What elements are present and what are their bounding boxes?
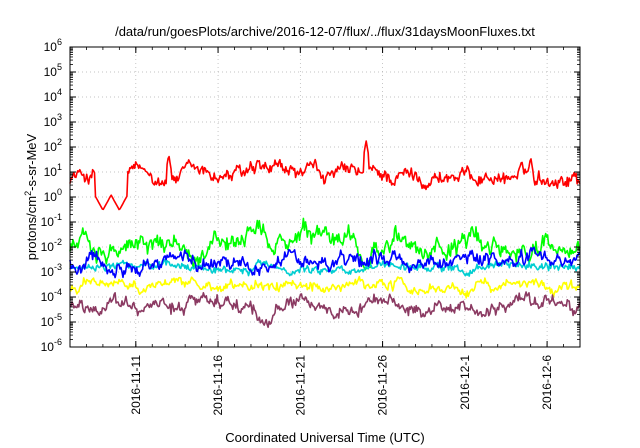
y-tick-label: 102	[44, 137, 62, 154]
y-tick-label: 10-5	[41, 312, 62, 329]
y-tick-label: 10-1	[41, 212, 62, 229]
y-tick-label: 10-4	[41, 287, 62, 304]
y-tick-label: 10-6	[41, 337, 62, 354]
x-tick-label: 2016-11-26	[376, 355, 390, 416]
series-line	[69, 291, 581, 329]
y-axis-label: protons/cm2-s-sr-MeV	[23, 133, 39, 260]
series-line	[69, 217, 581, 271]
x-axis-ticks: 2016-11-11 2016-11-16 2016-11-21 2016-11-26…	[86, 47, 564, 416]
x-tick-label: 2016-11-11	[129, 355, 143, 415]
x-tick-label: 2016-11-16	[211, 355, 225, 416]
series-line	[69, 258, 581, 277]
x-axis-label: Coordinated Universal Time (UTC)	[225, 430, 424, 445]
y-tick-label: 105	[44, 62, 62, 79]
grid-lines	[70, 47, 580, 347]
y-tick-label: 100	[44, 187, 62, 204]
series-lines	[69, 140, 581, 329]
series-line	[69, 246, 581, 279]
y-tick-label: 103	[44, 112, 62, 129]
series-line	[69, 275, 581, 299]
y-tick-label: 104	[44, 87, 62, 104]
y-tick-label: 10-2	[41, 237, 62, 254]
x-tick-label: 2016-12-6	[540, 355, 554, 410]
y-tick-label: 101	[44, 162, 62, 179]
series-line	[69, 140, 581, 211]
x-tick-label: 2016-11-21	[293, 355, 307, 416]
y-tick-label: 106	[44, 37, 62, 54]
x-tick-label: 2016-12-1	[458, 355, 472, 410]
y-tick-label: 10-3	[41, 262, 62, 279]
y-axis-ticks: 10-6 10-5 10-4 10-3 10-2 10-1 100 101 102 103 104 1…	[41, 37, 580, 354]
chart-title: /data/run/goesPlots/archive/2016-12-07/f…	[115, 24, 535, 39]
